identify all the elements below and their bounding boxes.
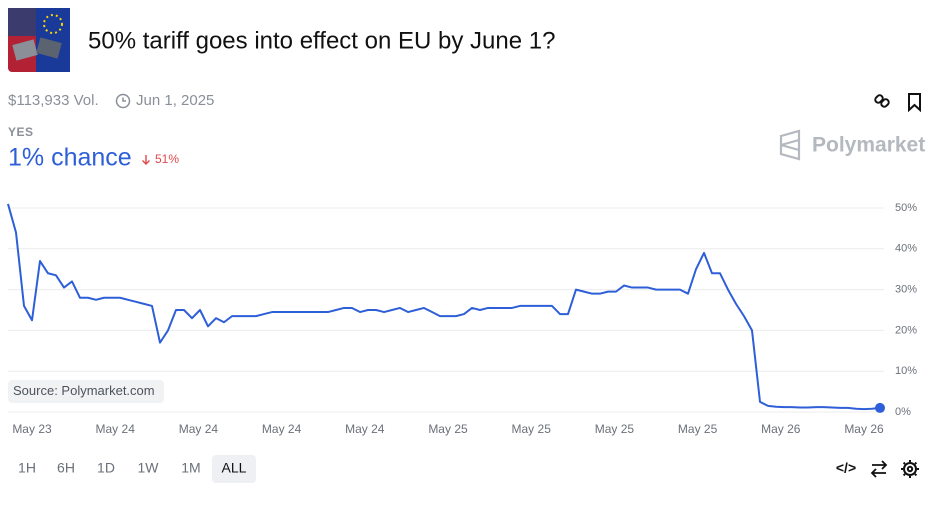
range-button[interactable]: 1H xyxy=(18,460,36,476)
volume: $113,933 Vol. xyxy=(8,92,99,109)
embed-button[interactable]: </> xyxy=(836,460,856,476)
brand-name: Polymarket xyxy=(812,134,925,157)
last-point xyxy=(875,402,885,413)
end-date: Jun 1, 2025 xyxy=(136,92,214,109)
brand-logo xyxy=(779,129,801,161)
range-button[interactable]: 6H xyxy=(57,460,75,476)
x-tick-label: May 23 xyxy=(12,422,52,436)
clock-icon xyxy=(115,93,131,109)
settings-button[interactable] xyxy=(901,460,919,478)
x-tick-label: May 24 xyxy=(345,422,385,436)
source-box xyxy=(8,380,164,403)
line-series xyxy=(7,203,881,411)
range-button[interactable]: 1D xyxy=(97,460,115,476)
x-tick-label: May 24 xyxy=(179,422,219,436)
y-tick-label: 10% xyxy=(895,365,917,377)
change: 51% xyxy=(155,152,179,166)
x-tick-label: May 25 xyxy=(595,422,635,436)
x-tick-label: May 26 xyxy=(844,422,884,436)
x-tick-label: May 25 xyxy=(512,422,552,436)
market-icon xyxy=(8,8,70,72)
y-tick-label: 20% xyxy=(895,324,917,336)
x-tick-label: May 24 xyxy=(96,422,136,436)
swap-button[interactable] xyxy=(870,460,888,478)
range-button[interactable]: 1M xyxy=(181,460,200,476)
y-tick-label: 40% xyxy=(895,243,917,255)
change-arrow xyxy=(142,155,150,165)
plot: 0% 10% 20% 30% 40% 50% May 23 May 24 May 24 May 2… xyxy=(7,202,917,436)
x-tick-label: May 24 xyxy=(262,422,302,436)
range-selected-bg xyxy=(212,455,256,483)
range-buttons: 1H 6H 1D 1W 1M ALL xyxy=(18,455,256,483)
x-tick-label: May 25 xyxy=(428,422,468,436)
bookmark-button[interactable] xyxy=(908,93,921,113)
range-button[interactable]: ALL xyxy=(222,460,247,476)
outcome-label: YES xyxy=(8,125,34,139)
source: Source: Polymarket.com xyxy=(13,383,155,398)
x-tick-label: May 25 xyxy=(678,422,718,436)
range-button[interactable]: 1W xyxy=(138,460,160,476)
x-tick-label: May 26 xyxy=(761,422,801,436)
chance: 1% chance xyxy=(8,144,132,172)
y-tick-label: 0% xyxy=(895,406,911,418)
market-title: 50% tariff goes into effect on EU by Jun… xyxy=(88,27,555,54)
y-tick-label: 30% xyxy=(895,284,917,296)
link-button[interactable] xyxy=(874,94,890,108)
y-tick-label: 50% xyxy=(895,202,917,214)
